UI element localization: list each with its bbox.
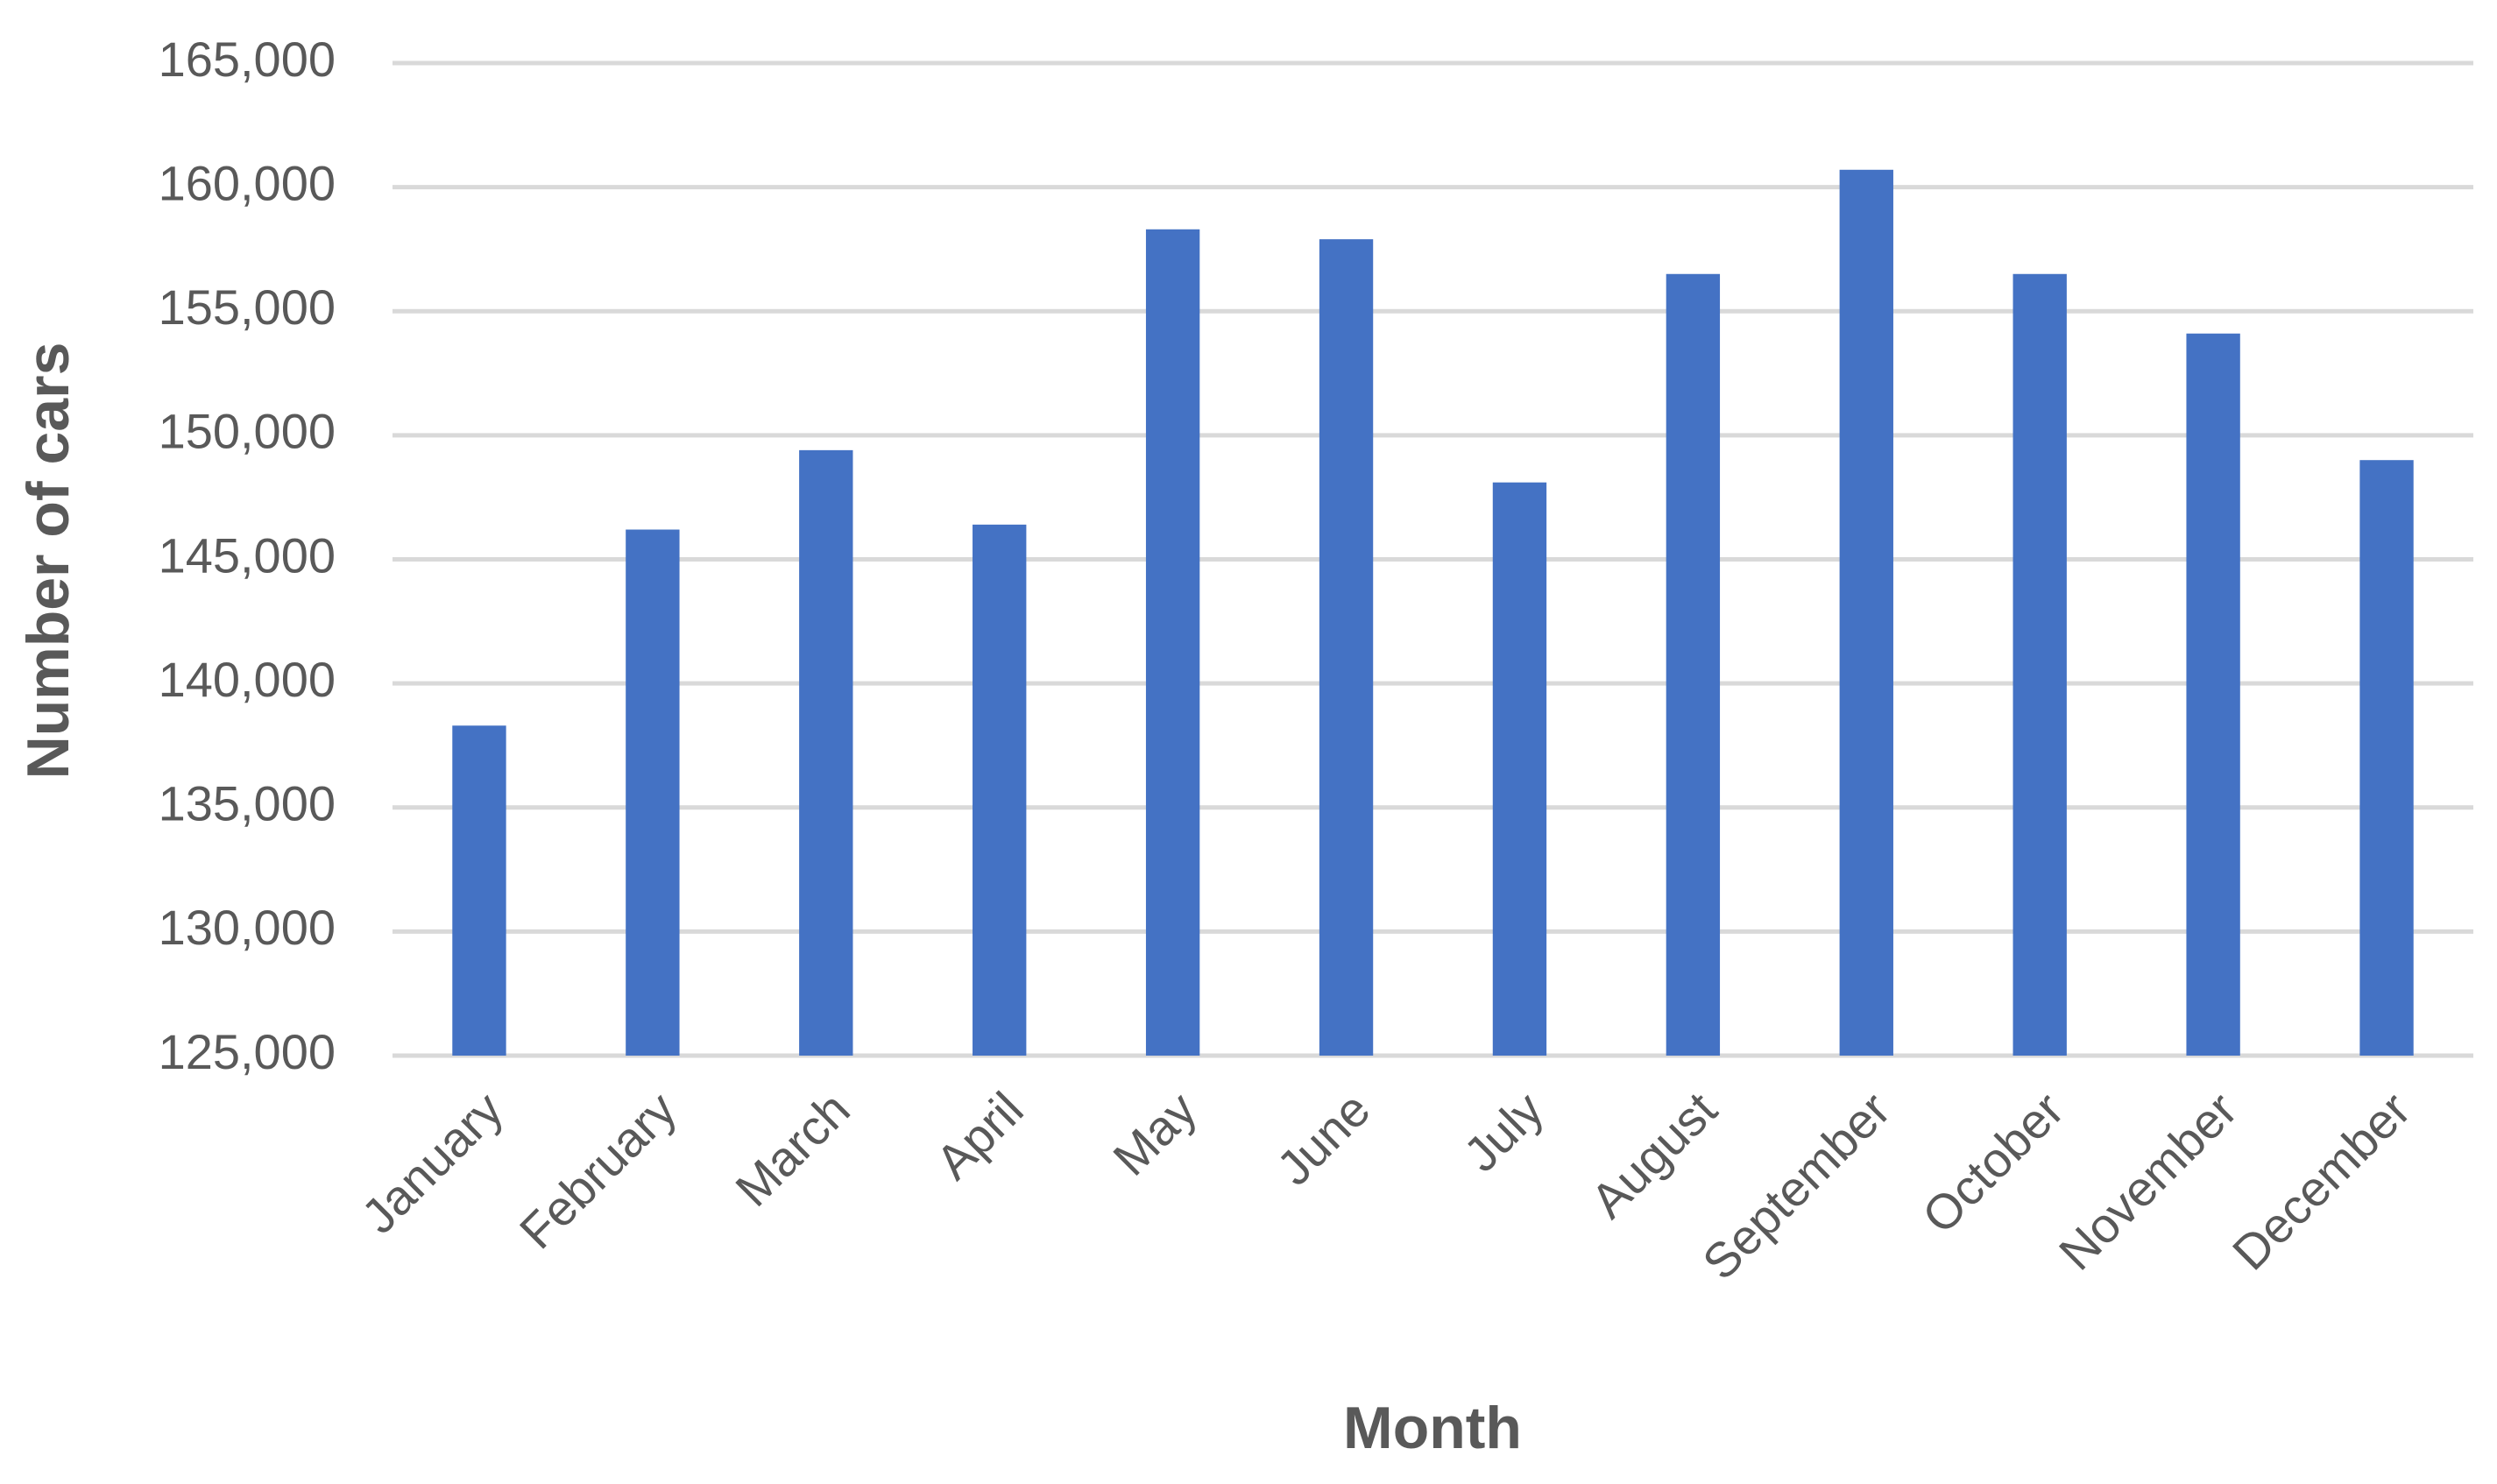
x-tick-label: April	[925, 1081, 1034, 1190]
y-tick-label: 165,000	[159, 32, 336, 87]
y-tick-label: 160,000	[159, 155, 336, 210]
bar	[799, 449, 853, 1056]
y-tick-label: 125,000	[159, 1024, 336, 1079]
y-tick-label: 155,000	[159, 279, 336, 335]
bar	[2186, 333, 2240, 1056]
x-tick-label: August	[1580, 1081, 1727, 1228]
x-tick-label: January	[350, 1081, 513, 1243]
bar	[1145, 229, 1200, 1056]
bar	[973, 524, 1027, 1056]
x-axis-title: Month	[1343, 1395, 1522, 1461]
y-tick-label: 130,000	[159, 900, 336, 955]
x-tick-label: June	[1266, 1081, 1380, 1195]
bar	[1492, 482, 1547, 1056]
x-tick-label: May	[1102, 1081, 1206, 1185]
bar	[2012, 273, 2067, 1056]
bar	[2359, 460, 2414, 1056]
y-tick-label: 135,000	[159, 776, 336, 831]
y-tick-label: 140,000	[159, 652, 336, 707]
x-tick-label: September	[1692, 1081, 1900, 1290]
y-tick-label: 145,000	[159, 527, 336, 583]
x-tick-label: March	[725, 1081, 860, 1217]
x-tick-label: July	[1453, 1081, 1553, 1182]
bar	[1666, 273, 1721, 1056]
bar	[452, 725, 506, 1056]
x-tick-label: November	[2048, 1081, 2247, 1280]
y-tick-label: 150,000	[159, 404, 336, 459]
bar	[1319, 239, 1374, 1056]
x-tick-label: February	[509, 1081, 687, 1259]
x-tick-label: December	[2222, 1081, 2421, 1280]
x-tick-label: October	[1912, 1081, 2074, 1243]
bar	[626, 529, 680, 1056]
y-axis-title: Number of cars	[15, 343, 81, 780]
bar	[1839, 169, 1893, 1056]
